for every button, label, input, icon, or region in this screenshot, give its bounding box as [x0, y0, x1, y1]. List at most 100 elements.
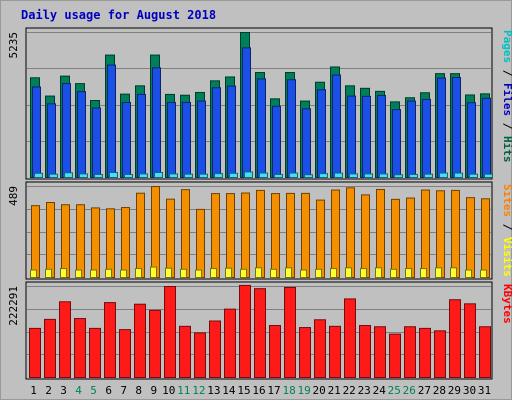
bar-sites-day-25 — [390, 268, 397, 278]
bar-visits-day-31 — [481, 198, 490, 278]
x-tick-day: 31 — [478, 384, 491, 397]
legend-kbytes: KBytes — [501, 284, 512, 324]
bar-kbytes-day-9 — [149, 309, 161, 379]
bar-kbytes-day-28 — [434, 330, 446, 379]
bar-visits-day-16 — [256, 189, 265, 278]
bar-kbytes-day-18 — [284, 286, 296, 378]
panel-visits-sites: 489 Sites / Visits — [7, 181, 512, 280]
bar-visits-day-27 — [421, 189, 430, 278]
legend-kbytes: KBytes — [501, 284, 512, 324]
bar-kbytes-day-10 — [164, 286, 176, 378]
bar-visits-day-17 — [271, 193, 280, 279]
bar-sites-day-14 — [225, 267, 232, 278]
x-tick-day: 23 — [358, 384, 371, 397]
x-tick-day: 17 — [267, 384, 280, 397]
x-tick-day: 22 — [343, 384, 356, 397]
bar-visits-day-5 — [91, 207, 100, 278]
legend-files: Files — [501, 83, 512, 116]
legend-pages-files-hits: Pages / Files / Hits — [501, 30, 512, 163]
bar-files-day-8 — [137, 93, 146, 178]
x-tick-day: 26 — [403, 384, 416, 397]
bar-pages-day-14 — [229, 172, 238, 179]
bar-files-day-25 — [392, 109, 401, 178]
bar-files-day-16 — [257, 78, 266, 178]
bar-visits-day-10 — [166, 198, 175, 279]
bar-pages-day-19 — [304, 174, 313, 178]
bar-visits-day-18 — [286, 192, 295, 278]
bar-sites-day-21 — [330, 268, 337, 278]
bar-visits-day-9 — [151, 186, 160, 278]
bar-sites-day-10 — [165, 267, 172, 278]
x-tick-day: 11 — [177, 384, 190, 397]
y-max-label: 489 — [7, 186, 20, 206]
x-tick-day: 13 — [207, 384, 220, 397]
bar-files-day-1 — [32, 86, 41, 178]
bar-files-day-2 — [47, 103, 56, 178]
x-tick-day: 18 — [282, 384, 295, 397]
x-tick-day: 5 — [90, 384, 97, 397]
bar-sites-day-18 — [285, 267, 292, 279]
bar-sites-day-11 — [180, 268, 187, 278]
bar-pages-day-18 — [289, 172, 298, 178]
bar-sites-day-17 — [270, 268, 277, 278]
bar-visits-day-24 — [376, 188, 385, 278]
legend-separator: / — [501, 63, 512, 83]
x-tick-day: 4 — [75, 384, 82, 397]
bar-sites-day-16 — [255, 267, 262, 279]
bar-pages-day-28 — [439, 172, 448, 178]
bar-pages-day-4 — [79, 173, 88, 178]
bar-files-day-3 — [62, 83, 71, 178]
x-tick-day: 1 — [30, 384, 37, 397]
y-max-label: 5235 — [7, 32, 20, 59]
bar-kbytes-day-30 — [464, 303, 476, 378]
bar-kbytes-day-23 — [359, 325, 371, 378]
bar-pages-day-11 — [184, 173, 193, 179]
legend-separator: / — [501, 116, 512, 136]
bar-kbytes-day-24 — [374, 326, 386, 378]
legend-visits-sites: Sites / Visits — [501, 184, 512, 277]
bar-visits-day-6 — [106, 208, 115, 278]
bar-pages-day-15 — [244, 171, 253, 178]
bar-visits-day-26 — [406, 197, 415, 278]
bar-kbytes-day-29 — [449, 299, 461, 379]
x-tick-day: 16 — [252, 384, 265, 397]
x-tick-day: 6 — [105, 384, 112, 397]
bar-files-day-17 — [272, 105, 281, 178]
bar-files-day-5 — [92, 107, 101, 178]
bar-files-day-31 — [482, 97, 491, 178]
bar-pages-day-29 — [454, 172, 463, 178]
bar-kbytes-day-27 — [419, 327, 431, 379]
bar-pages-day-6 — [109, 172, 118, 179]
x-tick-day: 29 — [448, 384, 461, 397]
bar-visits-day-19 — [301, 192, 310, 278]
x-tick-day: 19 — [297, 384, 310, 397]
bar-pages-day-2 — [49, 173, 58, 179]
legend-separator: / — [501, 217, 512, 237]
x-tick-day: 24 — [373, 384, 387, 397]
bar-sites-day-9 — [150, 266, 157, 279]
bar-sites-day-22 — [345, 267, 352, 279]
bar-kbytes-day-15 — [239, 284, 251, 379]
x-tick-day: 28 — [433, 384, 446, 397]
bar-sites-day-19 — [300, 269, 307, 279]
bar-kbytes-day-19 — [299, 327, 311, 378]
bar-kbytes-day-31 — [479, 326, 491, 378]
bar-pages-day-27 — [424, 173, 433, 179]
bar-files-day-26 — [407, 100, 416, 178]
panel-kbytes: 222291 KBytes — [7, 281, 512, 380]
bar-sites-day-29 — [450, 267, 457, 279]
bar-sites-day-8 — [135, 268, 142, 278]
bar-visits-day-14 — [226, 193, 235, 279]
bar-files-day-14 — [227, 85, 236, 178]
bar-pages-day-22 — [349, 173, 358, 178]
chart-title: Daily usage for August 2018 — [21, 8, 216, 22]
bar-pages-day-1 — [34, 172, 43, 179]
bar-files-day-10 — [167, 101, 176, 178]
bar-sites-day-23 — [360, 268, 367, 278]
bar-sites-day-3 — [60, 268, 67, 278]
bar-pages-day-21 — [334, 172, 343, 178]
bar-files-day-22 — [347, 95, 356, 178]
y-max-label: 222291 — [7, 286, 20, 326]
chart-panels: 5235 Pages / Files / Hits 489 Sites / Visit… — [7, 27, 512, 380]
